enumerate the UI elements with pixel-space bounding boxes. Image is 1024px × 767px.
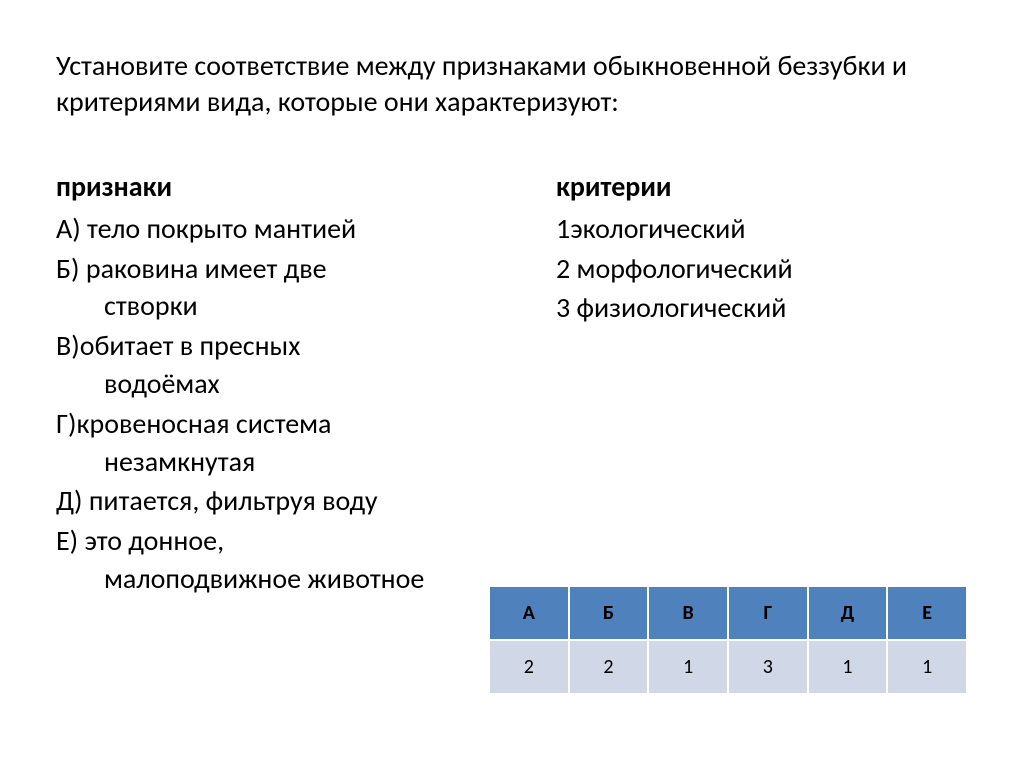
feature-v-line2: водоёмах [56, 365, 516, 403]
feature-b-line2: створки [56, 287, 516, 325]
criterion-1: 1экологический [556, 210, 968, 248]
answer-cell-a: 2 [489, 640, 569, 694]
columns-wrapper: признаки А) тело покрыто мантией Б) рако… [56, 169, 968, 600]
feature-g-line1: Г)кровеносная система [56, 406, 331, 441]
feature-d: Д) питается, фильтруя воду [56, 482, 516, 520]
header-cell-v: В [648, 586, 728, 640]
feature-g: Г)кровеносная система незамкнутая [56, 405, 516, 481]
answer-table-header-row: А Б В Г Д Е [489, 586, 967, 640]
header-cell-d: Д [808, 586, 888, 640]
feature-e-line2: малоподвижное животное [56, 560, 516, 598]
question-title: Установите соответствие между признаками… [56, 48, 968, 121]
features-column: признаки А) тело покрыто мантией Б) рако… [56, 169, 516, 600]
answer-cell-e: 1 [887, 640, 967, 694]
criterion-3: 3 физиологический [556, 289, 968, 327]
feature-v-line1: В)обитает в пресных [56, 328, 300, 363]
answer-cell-d: 1 [808, 640, 888, 694]
answer-cell-b: 2 [569, 640, 649, 694]
feature-a: А) тело покрыто мантией [56, 210, 516, 248]
feature-e: Е) это донное, малоподвижное животное [56, 522, 516, 598]
header-cell-a: А [489, 586, 569, 640]
answer-cell-v: 1 [648, 640, 728, 694]
answer-cell-g: 3 [728, 640, 808, 694]
feature-b-line1: Б) раковина имеет две [56, 251, 327, 286]
feature-b: Б) раковина имеет две створки [56, 250, 516, 326]
header-cell-e: Е [887, 586, 967, 640]
features-heading: признаки [56, 169, 516, 204]
feature-v: В)обитает в пресных водоёмах [56, 327, 516, 403]
answer-table: А Б В Г Д Е 2 2 1 3 1 1 [488, 585, 968, 695]
answer-table-answer-row: 2 2 1 3 1 1 [489, 640, 967, 694]
feature-g-line2: незамкнутая [56, 443, 516, 481]
criteria-heading: критерии [556, 169, 968, 204]
criteria-column: критерии 1экологический 2 морфологически… [556, 169, 968, 600]
header-cell-b: Б [569, 586, 649, 640]
criterion-2: 2 морфологический [556, 250, 968, 288]
header-cell-g: Г [728, 586, 808, 640]
feature-e-line1: Е) это донное, [56, 523, 224, 558]
